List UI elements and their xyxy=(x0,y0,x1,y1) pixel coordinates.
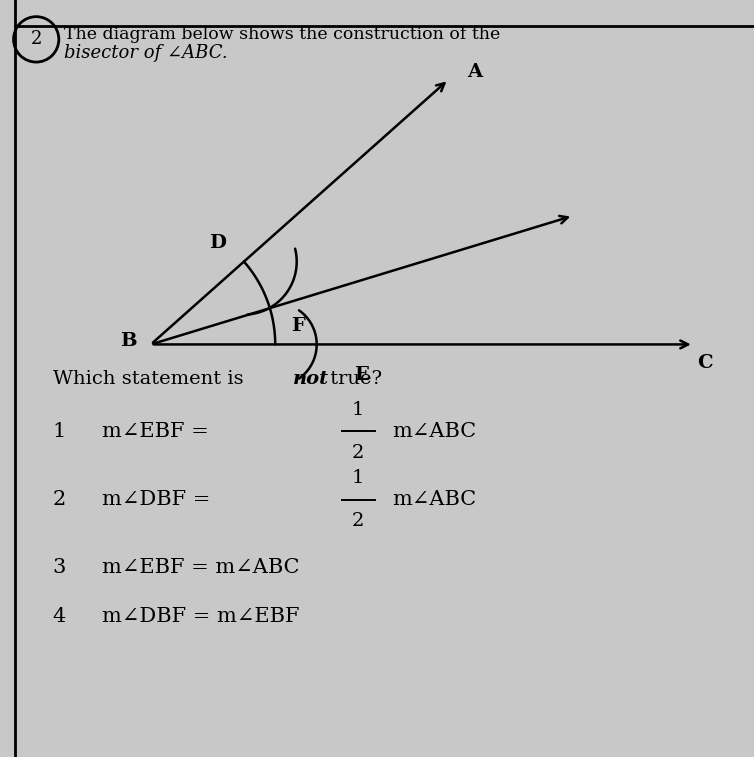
Text: 3: 3 xyxy=(53,558,66,578)
Text: true?: true? xyxy=(324,369,382,388)
Text: not: not xyxy=(293,369,329,388)
Text: 2: 2 xyxy=(30,30,42,48)
Text: D: D xyxy=(209,234,226,251)
Text: A: A xyxy=(467,63,483,81)
Text: Which statement is: Which statement is xyxy=(53,369,250,388)
Text: E: E xyxy=(354,366,369,384)
Text: The diagram below shows the construction of the: The diagram below shows the construction… xyxy=(64,26,501,42)
Text: 1: 1 xyxy=(53,422,66,441)
Text: m∠ABC: m∠ABC xyxy=(392,490,477,509)
Text: m∠ABC: m∠ABC xyxy=(392,422,477,441)
Text: m∠EBF = m∠ABC: m∠EBF = m∠ABC xyxy=(102,558,299,578)
Text: C: C xyxy=(697,354,713,372)
Text: m∠EBF =: m∠EBF = xyxy=(102,422,215,441)
Text: F: F xyxy=(291,316,305,335)
Text: 1: 1 xyxy=(352,469,364,488)
Text: 1: 1 xyxy=(352,401,364,419)
Text: 2: 2 xyxy=(53,490,66,509)
Text: 2: 2 xyxy=(352,512,364,530)
Text: m∠DBF = m∠EBF: m∠DBF = m∠EBF xyxy=(102,607,299,627)
Text: 4: 4 xyxy=(53,607,66,627)
Text: B: B xyxy=(120,332,136,350)
Text: 2: 2 xyxy=(352,444,364,462)
Text: bisector of ∠ABC.: bisector of ∠ABC. xyxy=(64,44,228,62)
Text: m∠DBF =: m∠DBF = xyxy=(102,490,217,509)
